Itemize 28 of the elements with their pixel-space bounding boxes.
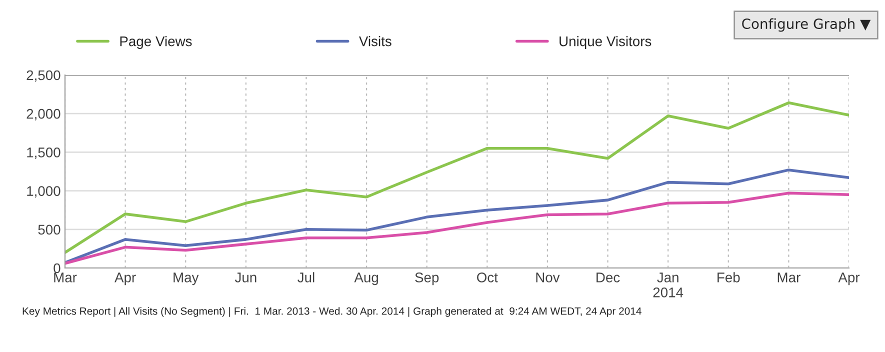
y-tick-label: 2,000 <box>26 108 60 120</box>
x-tick-label: Jul <box>298 272 314 282</box>
legend-label: Unique Visitors <box>560 36 652 49</box>
x-tick-label: Apr <box>838 272 860 286</box>
x-tick-label: Jan 2014 <box>653 272 684 298</box>
text: Key Metrics Report | All Visits (No Segment) | Fri. 1 Mar. 2013 - Wed. 30 Apr. 2014 | Graph generated at 9:24 AM WEDT, 24 Apr 2014 <box>22 307 642 317</box>
x-tick-label: Oct <box>477 272 498 282</box>
legend-label: Visits <box>358 36 392 46</box>
x-tick-label: May <box>174 272 199 286</box>
y-tick-label: 1,500 <box>27 148 60 160</box>
y-tick-label: 0 <box>54 263 60 274</box>
line-series <box>65 192 849 265</box>
x-tick-label: Apr <box>114 272 136 286</box>
x-tick-label: Aug <box>354 272 378 286</box>
x-tick-label: Dec <box>596 272 620 282</box>
line-series <box>65 168 849 264</box>
x-tick-label: Mar <box>778 272 800 282</box>
x-tick-label: Jun <box>234 272 256 282</box>
y-tick-label: 2,500 <box>26 70 60 82</box>
x-tick-label: Feb <box>718 272 740 282</box>
legend-label: Page Views <box>120 36 192 49</box>
y-tick-label: 1,000 <box>27 186 60 198</box>
line-series <box>65 101 849 254</box>
y-tick-label: 500 <box>38 224 60 235</box>
text: Configure Graph ▼ <box>742 18 871 32</box>
x-tick-label: Mar <box>54 272 77 282</box>
x-tick-label: Nov <box>536 272 560 282</box>
x-tick-label: Sep <box>415 272 439 286</box>
